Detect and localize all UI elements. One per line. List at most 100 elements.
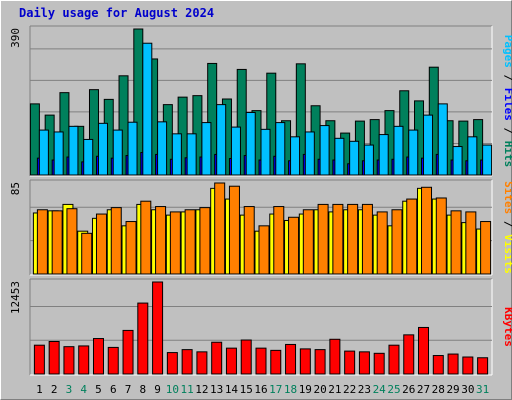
x-tick-label: 7 — [125, 383, 132, 396]
bar-pages — [319, 125, 330, 176]
bar-kbytes — [196, 351, 208, 375]
bar-sites — [302, 209, 314, 275]
bar-pages — [275, 122, 286, 176]
bar-kbytes — [462, 356, 474, 375]
x-tick-label: 12 — [195, 383, 208, 396]
bar-sites — [480, 221, 492, 275]
bar-pages — [83, 138, 94, 176]
bar-kbytes — [477, 357, 489, 375]
bar-sites — [406, 198, 418, 275]
bar-kbytes — [63, 346, 75, 375]
bar-kbytes — [285, 343, 297, 375]
bar-sites — [435, 197, 447, 275]
bar-kbytes — [403, 334, 415, 375]
x-tick-label: 1 — [36, 383, 43, 396]
bar-sites — [95, 213, 107, 275]
bar-pages — [245, 111, 256, 176]
bar-kbytes — [122, 329, 134, 375]
y-max-label: 85 — [9, 182, 22, 195]
x-tick-label: 30 — [461, 383, 474, 396]
bar-kbytes — [78, 345, 90, 375]
x-tick-label: 2 — [51, 383, 58, 396]
x-tick-label: 26 — [402, 383, 415, 396]
bar-kbytes — [344, 350, 356, 375]
bar-sites — [317, 203, 329, 275]
bar-sites — [51, 210, 63, 275]
x-tick-label: 20 — [313, 383, 326, 396]
x-tick-label: 9 — [154, 383, 161, 396]
legend-entry-kbytes: KBytes — [502, 307, 512, 347]
bar-kbytes — [107, 346, 119, 375]
bar-kbytes — [225, 347, 237, 375]
bar-hits — [295, 63, 306, 176]
bar-pages — [423, 114, 434, 176]
bar-sites — [273, 206, 285, 275]
chart-title: Daily usage for August 2024 — [19, 6, 215, 20]
y-max-label: 12453 — [9, 281, 22, 314]
bar-sites — [258, 225, 270, 275]
bar-kbytes — [388, 344, 400, 375]
x-tick-label: 25 — [387, 383, 400, 396]
bar-sites — [155, 206, 167, 275]
bar-sites — [332, 203, 344, 275]
x-tick-label: 6 — [110, 383, 117, 396]
bar-pages — [437, 103, 448, 176]
bar-sites — [140, 200, 152, 275]
bar-kbytes — [137, 302, 149, 375]
bar-sites — [125, 221, 137, 275]
bar-kbytes — [432, 355, 444, 375]
bar-kbytes — [92, 338, 104, 375]
bar-pages — [142, 42, 153, 176]
bar-pages — [408, 129, 419, 176]
x-tick-label: 4 — [80, 383, 87, 396]
legend-entry-pages: Pages — [502, 35, 512, 68]
x-tick-label: 23 — [358, 383, 371, 396]
x-tick-label: 27 — [417, 383, 430, 396]
bar-kbytes — [270, 349, 282, 375]
bar-pages — [452, 146, 463, 176]
bar-sites — [347, 203, 359, 275]
x-tick-label: 15 — [240, 383, 253, 396]
x-tick-label: 5 — [95, 383, 102, 396]
bar-sites — [66, 208, 78, 275]
bar-kbytes — [255, 347, 267, 375]
bar-kbytes — [299, 348, 311, 375]
x-tick-label: 17 — [269, 383, 282, 396]
bar-kbytes — [358, 351, 370, 375]
x-tick-label: 24 — [373, 383, 387, 396]
x-tick-label: 11 — [181, 383, 194, 396]
bar-kbytes — [181, 349, 193, 375]
x-tick-label: 31 — [476, 383, 489, 396]
bar-sites — [421, 186, 433, 275]
bar-sites — [465, 211, 477, 275]
bar-kbytes — [211, 341, 223, 375]
bar-sites — [81, 232, 93, 275]
legend-entry-visits: Visits — [502, 234, 512, 274]
bar-sites — [391, 209, 403, 275]
bar-pages — [363, 144, 374, 176]
x-tick-label: 18 — [284, 383, 297, 396]
bar-sites — [169, 211, 181, 275]
x-tick-label: 28 — [432, 383, 445, 396]
bar-pages — [290, 136, 301, 176]
bar-sites — [184, 209, 196, 275]
bar-pages — [201, 122, 212, 176]
x-tick-label: 21 — [328, 383, 341, 396]
bar-sites — [199, 207, 211, 275]
bar-pages — [157, 121, 168, 176]
bar-pages — [97, 122, 108, 176]
bar-kbytes — [329, 338, 341, 375]
x-tick-label: 3 — [66, 383, 73, 396]
bar-pages — [304, 131, 315, 176]
bar-pages — [171, 133, 182, 176]
bar-sites — [36, 209, 48, 275]
bar-pages — [349, 140, 360, 176]
x-tick-label: 19 — [299, 383, 312, 396]
x-tick-label: 16 — [254, 383, 267, 396]
bar-kbytes — [152, 281, 164, 375]
bar-sites — [376, 211, 388, 275]
legend-entry-hits: Hits — [502, 141, 512, 168]
bar-pages — [393, 125, 404, 176]
bar-pages — [216, 104, 227, 176]
